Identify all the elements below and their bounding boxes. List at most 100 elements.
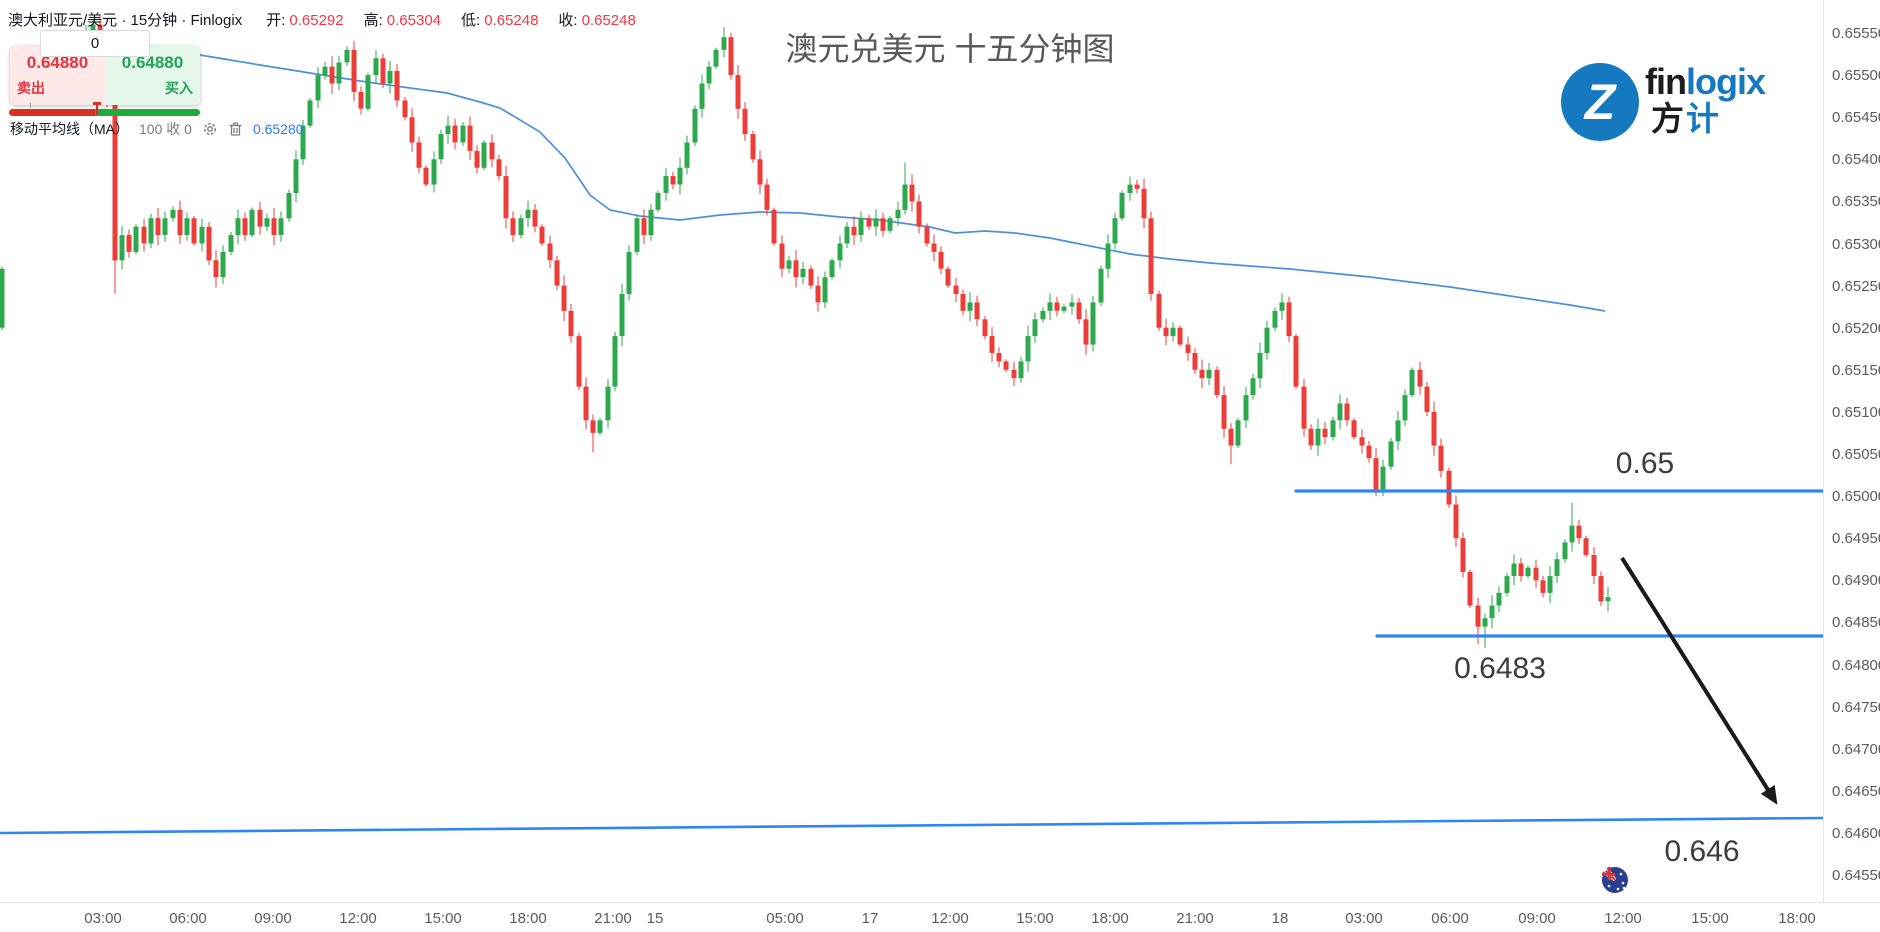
time-axis[interactable]: 03:00 06:00 09:00 12:00 15:00 18:00 21:00 15 05:…: [0, 902, 1880, 932]
candle-body: [249, 209, 255, 236]
candle-body: [112, 100, 118, 261]
logo-cn-blue: 计: [1686, 100, 1721, 137]
candle-body: [597, 420, 603, 433]
candle-body: [895, 209, 901, 219]
level-label-0-646: 0.646: [1664, 835, 1740, 868]
candle-body: [148, 218, 154, 244]
candle-body: [1011, 369, 1017, 379]
candle-body: [1141, 188, 1147, 219]
candle-body: [742, 108, 748, 135]
candle-body: [822, 277, 828, 303]
candle-body: [307, 100, 313, 126]
candle-body: [1127, 184, 1133, 193]
ma-indicator-value: 0.65280: [252, 121, 304, 137]
candle-body: [358, 91, 364, 109]
candle-body: [264, 218, 270, 227]
sentiment-buy-segment: [95, 109, 200, 116]
candle-body: [1040, 310, 1046, 320]
candle-body: [423, 167, 429, 185]
candle-body: [1351, 420, 1357, 438]
sell-button[interactable]: 卖出: [17, 80, 45, 96]
candle-body: [982, 319, 988, 337]
ma-indicator-name: 移动平均线（MA）: [10, 121, 129, 137]
candle-body: [213, 260, 219, 278]
instrument-ohlc-row: 澳大利亚元/美元 · 15分钟 · Finlogix 开: 0.65292 高: 0.6…: [8, 9, 646, 30]
candle-body: [1018, 361, 1024, 379]
sentiment-marker: [93, 102, 101, 115]
candle-body: [177, 209, 183, 236]
candle-body: [641, 218, 647, 235]
high-label: 高:: [363, 12, 383, 29]
candle-body: [1540, 580, 1546, 593]
candle-body: [235, 218, 241, 235]
candle-body: [119, 235, 125, 261]
candle-body: [1163, 327, 1169, 337]
time-axis-label: 18:00: [1091, 910, 1129, 927]
buy-button[interactable]: 买入: [165, 80, 193, 96]
candle-body: [1322, 428, 1328, 438]
candle-body: [931, 243, 937, 252]
candle-body: [1214, 369, 1220, 396]
candle-body: [1460, 538, 1466, 572]
candle-body: [1395, 420, 1401, 442]
candle-body: [228, 235, 234, 252]
candle-body: [1047, 302, 1053, 311]
candle-body: [257, 209, 263, 227]
sell-price: 0.64880: [26, 53, 89, 72]
candle-body: [728, 37, 734, 76]
candle-body: [1061, 306, 1067, 311]
candle-body: [300, 125, 306, 160]
candle-body: [1562, 542, 1568, 560]
candle-body: [90, 24, 96, 33]
candle-body: [960, 294, 966, 311]
candle-body: [808, 268, 814, 286]
time-axis-label: 06:00: [1431, 910, 1469, 927]
candle-body: [880, 218, 886, 231]
candle-body: [851, 226, 857, 236]
candle-body: [1293, 336, 1299, 387]
candle-body: [1605, 597, 1611, 602]
candle-body: [1185, 344, 1191, 353]
ma-indicator-params: 100 收 0: [139, 121, 192, 137]
candle-body: [271, 218, 277, 235]
candle-body: [293, 159, 299, 193]
time-axis-label: 06:00: [169, 910, 207, 927]
candle-body: [605, 386, 611, 421]
instrument-name: 澳大利亚元/美元 · 15分钟 · Finlogix: [8, 12, 243, 29]
candle-body: [1598, 576, 1604, 602]
candle-body: [670, 176, 676, 185]
candle-body: [655, 193, 661, 210]
candle-body: [887, 218, 893, 231]
candle-body: [315, 75, 321, 101]
candle-body: [909, 184, 915, 202]
down-arrow[interactable]: [1620, 556, 1772, 795]
level-label-0-65: 0.65: [1615, 447, 1675, 480]
trash-icon[interactable]: [228, 121, 243, 137]
candle-body: [1301, 386, 1307, 429]
quantity-input[interactable]: 0: [40, 30, 150, 57]
candle-body: [1330, 420, 1336, 438]
candle-body: [155, 218, 161, 235]
time-axis-label: 12:00: [1604, 910, 1642, 927]
sentiment-tick: [30, 103, 31, 108]
candle-body: [844, 226, 850, 244]
trendline-0-646[interactable]: [0, 816, 1824, 835]
candle-body: [612, 336, 618, 387]
candle-body: [1076, 302, 1082, 320]
candle-body: [938, 251, 944, 269]
gear-icon[interactable]: [202, 121, 218, 137]
candle-body: [626, 251, 632, 294]
time-axis-label: 15: [646, 910, 664, 927]
candle-body: [336, 62, 342, 84]
candle-body: [467, 125, 473, 151]
candle-body: [1315, 428, 1321, 446]
candle-body: [1054, 302, 1060, 311]
